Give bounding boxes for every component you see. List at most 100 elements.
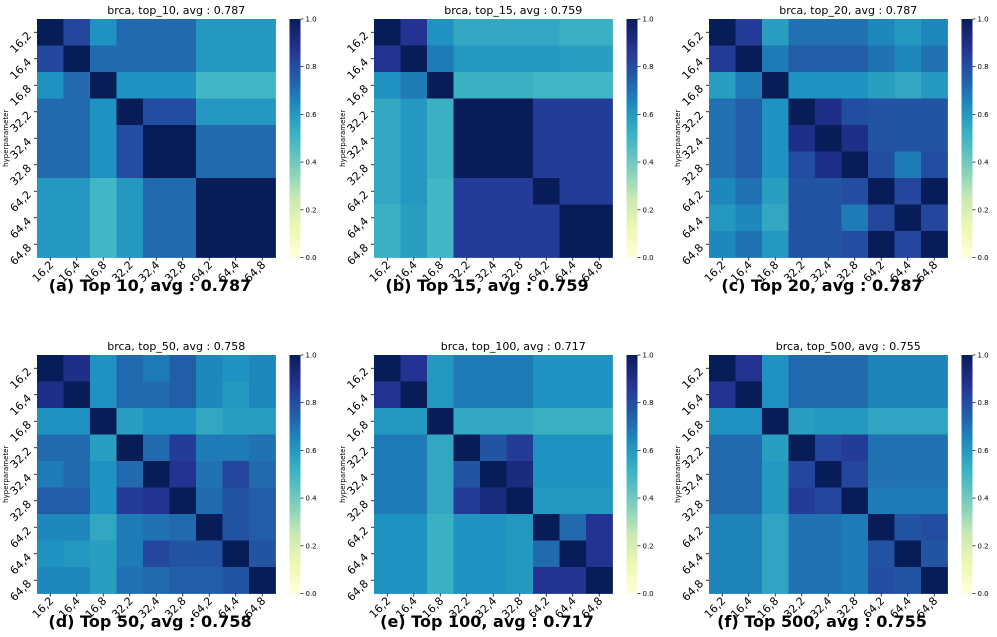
- heatmap-cell: [709, 19, 736, 46]
- heatmap-cell: [116, 540, 144, 568]
- heatmap-cell: [143, 151, 170, 179]
- heatmap-cell: [374, 98, 401, 126]
- heatmap-cell: [143, 514, 170, 541]
- heatmap-cell: [709, 45, 736, 73]
- heatmap-cell: [815, 567, 842, 594]
- heatmap-cell: [196, 381, 223, 409]
- heatmap-cell: [709, 72, 736, 99]
- y-tick-label: 32,8: [8, 498, 35, 525]
- heatmap-cell: [222, 45, 250, 73]
- colorbar: [626, 355, 638, 594]
- colorbar-tick-label: 0.2: [643, 206, 654, 214]
- heatmap-cell: [169, 487, 197, 515]
- heatmap-cell: [894, 151, 922, 179]
- heatmap-cell: [921, 540, 948, 568]
- heatmap-cell: [453, 408, 481, 435]
- heatmap-cell: [586, 98, 613, 126]
- heatmap-cell: [374, 461, 401, 488]
- heatmap-cell: [762, 381, 789, 409]
- y-tick-label: 32,2: [8, 109, 35, 136]
- heatmap-cell: [788, 98, 816, 126]
- heatmap-cell: [506, 125, 534, 152]
- heatmap-cell: [815, 540, 842, 568]
- heatmap-cell: [400, 567, 428, 594]
- heatmap-cell: [841, 355, 869, 382]
- colorbar-tick-label: 0.6: [978, 111, 990, 119]
- heatmap-cell: [90, 204, 117, 232]
- heatmap-cell: [762, 408, 789, 435]
- heatmap-cell: [894, 178, 922, 205]
- heatmap-cell: [249, 487, 276, 515]
- panel-caption: (c) Top 20, avg : 0.787: [721, 276, 923, 295]
- y-axis-label: hyperparameter: [2, 110, 10, 167]
- heatmap-cell: [249, 540, 276, 568]
- heatmap-cell: [116, 461, 144, 488]
- heatmap-cell: [222, 461, 250, 488]
- heatmap-cell: [196, 45, 223, 73]
- y-tick-label: 32,8: [680, 498, 707, 525]
- heatmap-cell: [196, 461, 223, 488]
- heatmap-cell: [143, 355, 170, 382]
- heatmap-cell: [921, 45, 948, 73]
- heatmap-cell: [586, 231, 613, 258]
- heatmap-cell: [586, 408, 613, 435]
- heatmap-cell: [506, 19, 534, 46]
- heatmap-cell: [143, 434, 170, 462]
- heatmap-cell: [453, 151, 481, 179]
- y-tick-label: 16,8: [345, 82, 372, 109]
- y-axis-label: hyperparameter: [674, 446, 682, 503]
- heatmap-cell: [480, 125, 507, 152]
- heatmap-cell: [37, 381, 64, 409]
- heatmap-panel: brca, top_10, avg : 0.787 16,2 16,4 16,8 32,…: [0, 0, 330, 300]
- heatmap-cell: [37, 434, 64, 462]
- heatmap-cell: [559, 204, 587, 232]
- heatmap-cell: [222, 434, 250, 462]
- heatmap-cell: [586, 381, 613, 409]
- heatmap-cell: [868, 434, 895, 462]
- panel-caption: (a) Top 10, avg : 0.787: [48, 276, 252, 295]
- y-tick-label: 16,4: [680, 56, 707, 83]
- heatmap-cell: [841, 540, 869, 568]
- y-tick-label: 16,2: [8, 365, 35, 392]
- heatmap-cell: [90, 540, 117, 568]
- heatmap-cell: [788, 408, 816, 435]
- heatmap-cell: [374, 487, 401, 515]
- heatmap-cell: [453, 514, 481, 541]
- heatmap-panel: brca, top_50, avg : 0.758 16,2 16,4 16,8 32,…: [0, 336, 330, 636]
- heatmap-cell: [815, 487, 842, 515]
- y-tick-label: 16,4: [8, 392, 35, 419]
- heatmap-cell: [735, 231, 763, 258]
- heatmap-cell: [222, 72, 250, 99]
- heatmap-cell: [533, 204, 560, 232]
- heatmap-cell: [815, 355, 842, 382]
- y-axis-label: hyperparameter: [2, 446, 10, 503]
- heatmap-cell: [63, 540, 91, 568]
- heatmap-cell: [894, 461, 922, 488]
- heatmap-cell: [116, 567, 144, 594]
- heatmap-cell: [586, 125, 613, 152]
- heatmap-cell: [894, 231, 922, 258]
- heatmap-cell: [480, 487, 507, 515]
- heatmap-cell: [169, 72, 197, 99]
- heatmap-cell: [480, 45, 507, 73]
- heatmap-cell: [735, 72, 763, 99]
- panel-title: brca, top_100, avg : 0.717: [441, 340, 586, 353]
- heatmap-cell: [169, 381, 197, 409]
- y-tick-label: 32,2: [345, 445, 372, 472]
- heatmap-cell: [735, 567, 763, 594]
- heatmap-cell: [453, 19, 481, 46]
- heatmap-cell: [762, 487, 789, 515]
- heatmap-cell: [815, 45, 842, 73]
- y-tick-label: 32,8: [345, 162, 372, 189]
- heatmap-cell: [868, 381, 895, 409]
- heatmap-cell: [90, 487, 117, 515]
- heatmap-cell: [453, 434, 481, 462]
- heatmap-cell: [400, 19, 428, 46]
- heatmap-cell: [921, 98, 948, 126]
- heatmap-cell: [788, 461, 816, 488]
- heatmap-cell: [196, 567, 223, 594]
- heatmap-cell: [169, 19, 197, 46]
- heatmap-cell: [506, 487, 534, 515]
- y-tick-label: 32,2: [345, 109, 372, 136]
- heatmap-cell: [222, 125, 250, 152]
